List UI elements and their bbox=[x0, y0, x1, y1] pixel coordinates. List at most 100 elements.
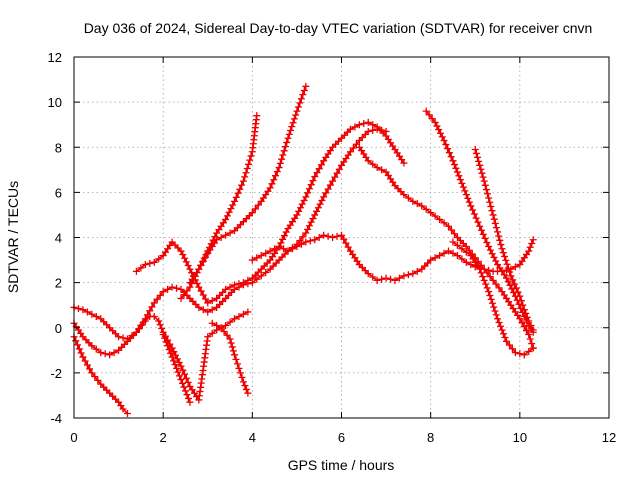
data-point bbox=[474, 266, 476, 268]
data-point bbox=[189, 401, 191, 403]
data-point bbox=[510, 304, 512, 306]
data-point bbox=[367, 121, 369, 124]
data-point bbox=[314, 239, 316, 241]
data-point bbox=[216, 329, 218, 331]
series-markers bbox=[471, 146, 537, 334]
data-point bbox=[394, 185, 396, 187]
data-point bbox=[233, 230, 236, 232]
data-point bbox=[184, 390, 187, 392]
data-point bbox=[492, 270, 494, 272]
data-point bbox=[189, 286, 191, 288]
data-point bbox=[91, 372, 93, 374]
series-markers bbox=[248, 125, 390, 264]
series-line bbox=[180, 115, 258, 299]
data-point bbox=[305, 232, 307, 234]
data-point bbox=[514, 295, 516, 297]
data-point bbox=[260, 268, 262, 270]
data-point bbox=[180, 250, 182, 252]
data-point bbox=[233, 284, 236, 286]
data-point bbox=[323, 234, 325, 236]
data-point bbox=[470, 254, 472, 257]
data-point bbox=[180, 288, 182, 290]
data-point bbox=[358, 263, 360, 266]
data-point bbox=[256, 115, 258, 117]
data-point bbox=[171, 347, 173, 349]
data-point bbox=[171, 241, 173, 243]
data-point bbox=[135, 331, 138, 333]
data-point bbox=[461, 248, 463, 250]
data-point bbox=[100, 351, 102, 354]
data-layer bbox=[70, 82, 537, 417]
data-point bbox=[224, 234, 227, 236]
data-point bbox=[153, 261, 155, 263]
series-track-f bbox=[132, 118, 408, 307]
data-point bbox=[403, 194, 405, 196]
data-point bbox=[287, 137, 289, 139]
y-tick-label: 0 bbox=[55, 321, 62, 336]
data-point bbox=[242, 221, 245, 223]
data-point bbox=[367, 273, 369, 275]
data-point bbox=[278, 245, 280, 248]
data-point bbox=[492, 214, 494, 216]
data-point bbox=[331, 236, 334, 239]
data-point bbox=[198, 399, 200, 401]
data-point bbox=[447, 250, 450, 252]
data-point bbox=[523, 354, 525, 356]
data-point bbox=[207, 311, 209, 313]
data-point bbox=[100, 383, 102, 385]
series-track-l bbox=[471, 146, 537, 334]
data-point bbox=[340, 234, 343, 236]
data-point bbox=[269, 259, 271, 261]
data-point bbox=[287, 227, 289, 230]
data-point bbox=[488, 245, 490, 248]
data-point bbox=[224, 324, 227, 327]
series-track-i bbox=[177, 112, 261, 302]
data-point bbox=[171, 286, 173, 288]
data-point bbox=[242, 313, 245, 315]
data-point bbox=[100, 318, 102, 320]
y-tick-label: 4 bbox=[55, 231, 62, 246]
data-point bbox=[233, 318, 236, 320]
data-point bbox=[358, 146, 360, 148]
x-tick-label: 12 bbox=[602, 430, 616, 445]
data-point bbox=[220, 327, 222, 329]
data-point bbox=[296, 214, 298, 216]
data-point bbox=[438, 218, 441, 221]
data-point bbox=[470, 205, 472, 207]
data-point bbox=[528, 250, 530, 252]
data-point bbox=[474, 257, 476, 259]
data-point bbox=[180, 379, 182, 381]
data-point bbox=[198, 286, 200, 288]
data-point bbox=[376, 128, 378, 130]
series-track-c bbox=[70, 308, 252, 404]
data-point bbox=[296, 110, 298, 112]
data-point bbox=[117, 336, 120, 338]
data-point bbox=[167, 345, 169, 347]
data-point bbox=[421, 268, 423, 270]
data-point bbox=[117, 401, 120, 403]
data-point bbox=[385, 277, 387, 279]
data-point bbox=[488, 291, 490, 293]
series-markers bbox=[177, 112, 261, 302]
data-point bbox=[305, 196, 307, 198]
data-point bbox=[349, 250, 352, 252]
data-point bbox=[412, 200, 414, 202]
data-point bbox=[109, 327, 111, 329]
data-point bbox=[233, 200, 236, 202]
data-point bbox=[452, 160, 454, 162]
series-line bbox=[358, 146, 534, 349]
data-point bbox=[251, 282, 253, 284]
data-point bbox=[251, 277, 253, 279]
data-point bbox=[358, 124, 360, 126]
data-point bbox=[305, 241, 307, 243]
y-tick-label: 8 bbox=[55, 140, 62, 155]
data-point bbox=[528, 333, 530, 336]
data-point bbox=[510, 275, 512, 277]
data-point bbox=[126, 412, 129, 415]
data-point bbox=[278, 166, 280, 169]
data-point bbox=[109, 392, 111, 394]
data-point bbox=[216, 232, 218, 234]
data-point bbox=[189, 385, 191, 388]
data-point bbox=[505, 340, 508, 342]
data-point bbox=[314, 175, 316, 178]
